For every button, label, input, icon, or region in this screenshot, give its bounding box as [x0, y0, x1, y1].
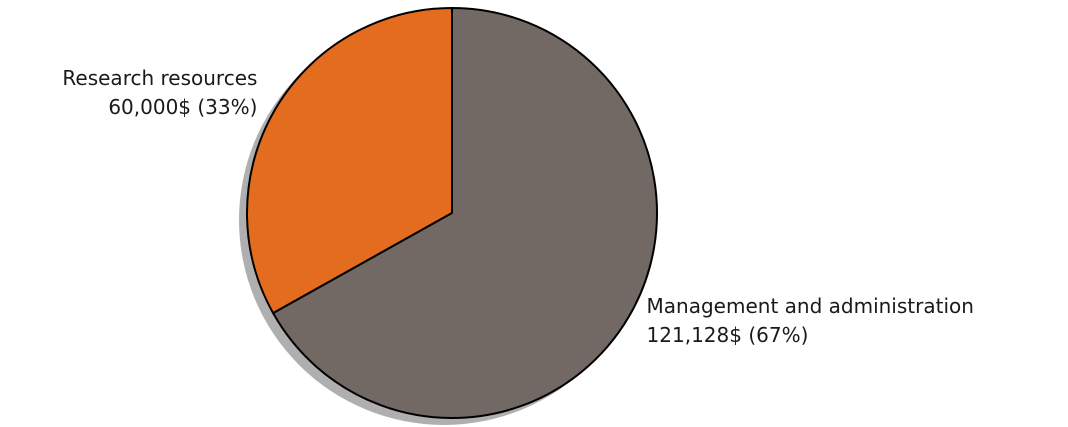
slice-category: Research resources [62, 66, 257, 90]
slice-label: Management and administration 121,128$ (6… [647, 294, 974, 347]
pie-slice [272, 7, 658, 419]
slice-value-label: 121,128$ (67%) [647, 323, 809, 347]
pie-slice [246, 7, 453, 315]
slice-label: Research resources 60,000$ (33%) [62, 66, 257, 119]
slice-value-label: 60,000$ (33%) [108, 95, 257, 119]
slice-category: Management and administration [647, 294, 974, 318]
